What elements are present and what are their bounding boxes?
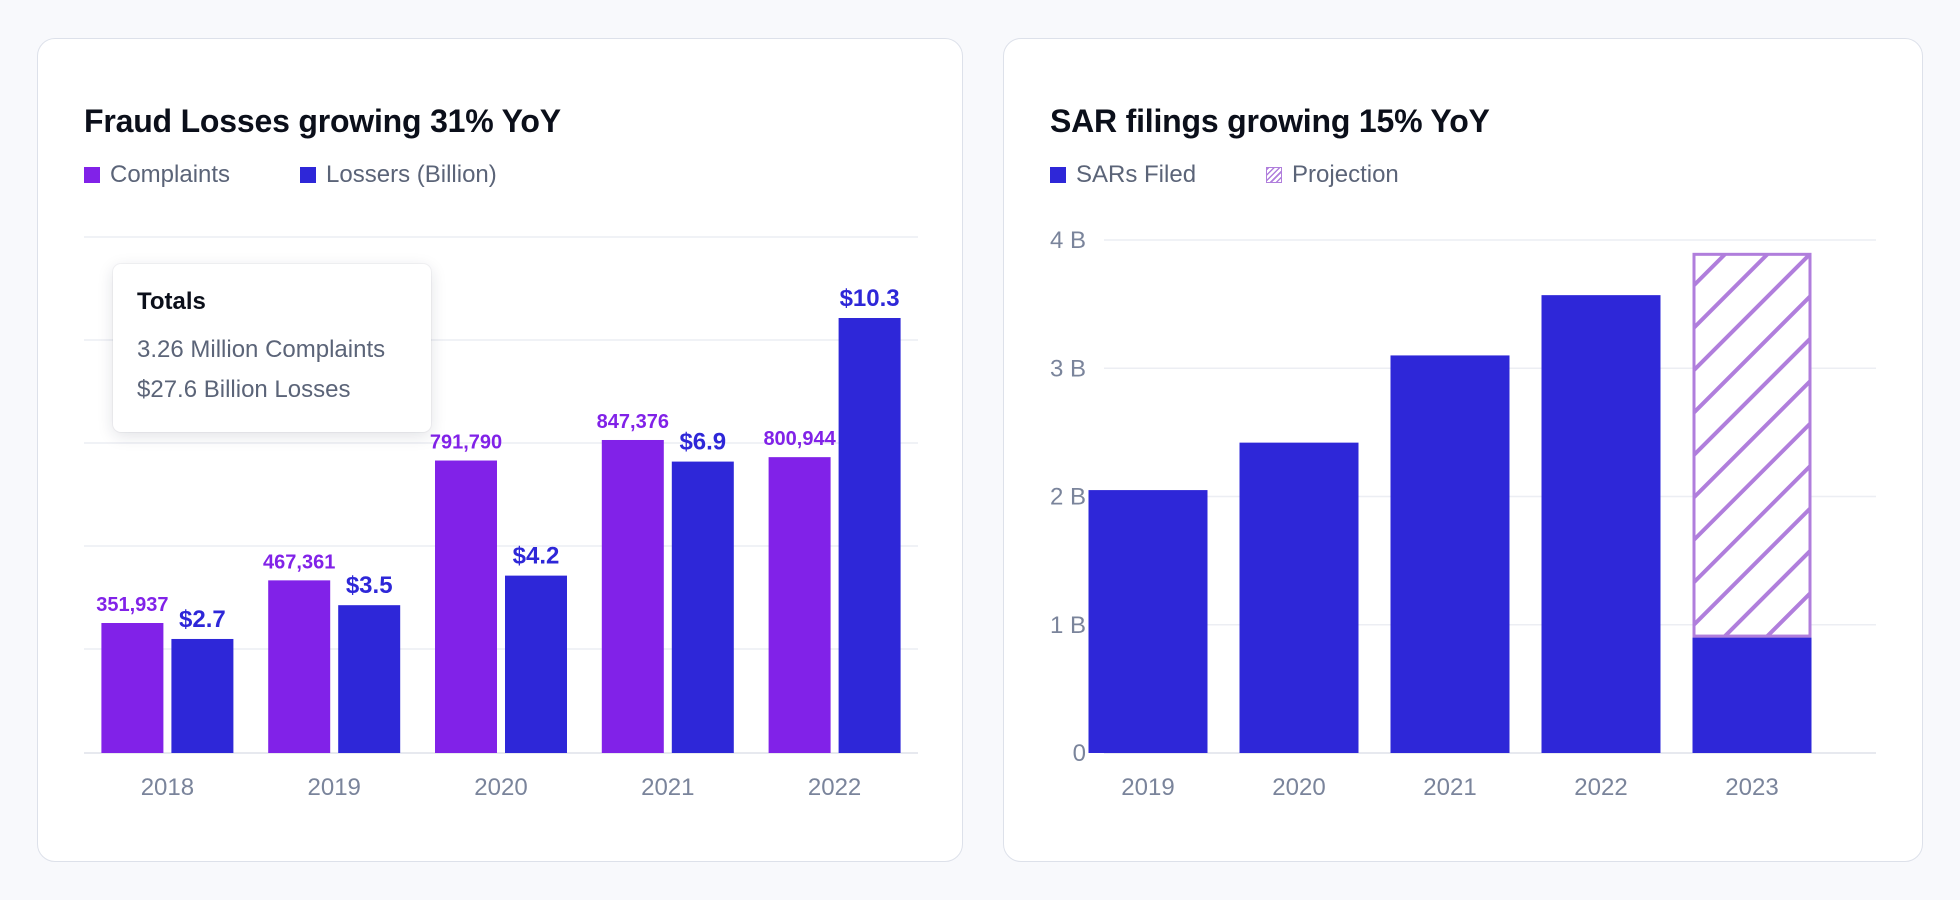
legend-item-projection[interactable]: Projection [1266,161,1399,189]
tooltip-complaints-total: 3.26 Million Complaints [137,336,386,363]
legend-item-sars-filed[interactable]: SARs Filed [1050,161,1196,189]
x-tick-label: 2023 [1725,774,1778,801]
complaints-bar-2020 [435,460,497,753]
losses-bar-2022 [838,318,901,753]
complaints-bar-2018 [101,623,164,753]
x-tick-label: 2020 [1272,774,1325,801]
y-tick-label: 2 B [1050,484,1086,511]
legend-label-projection: Projection [1292,161,1399,188]
legend-item-losses[interactable]: Lossers (Billion) [300,161,497,189]
sar-legend: SARs Filed Projection [1050,161,1399,189]
y-tick-label: 4 B [1050,227,1086,254]
complaints-bar-2021 [601,439,664,753]
complaints-value-label: 847,376 [597,411,669,433]
complaints-swatch [84,167,100,183]
losses-value-label: $4.2 [513,543,560,570]
complaints-value-label: 467,361 [263,551,335,573]
x-tick-label: 2019 [1121,774,1174,801]
legend-label-losses: Lossers (Billion) [326,161,497,188]
fraud-bar-chart: 351,937 $2.7 2018 467,361 $3.5 2019 791,790 $4.… [84,236,918,801]
sars-filed-bar-2023 [1692,637,1812,753]
x-tick-label: 2018 [141,774,194,801]
sars-filed-bar-2022 [1541,295,1661,753]
y-tick-label: 1 B [1050,612,1086,639]
fraud-legend: Complaints Lossers (Billion) [84,161,497,189]
sars-filed-swatch [1050,167,1066,183]
x-tick-label: 2019 [308,774,361,801]
sar-filings-card: SAR filings growing 15% YoY SARs Filed P… [1003,38,1923,862]
x-tick-label: 2021 [641,774,694,801]
tooltip-title: Totals [137,288,206,315]
complaints-value-label: 351,937 [96,594,168,616]
complaints-bar-2019 [268,580,331,753]
losses-bar-2018 [171,638,234,753]
x-tick-label: 2021 [1423,774,1476,801]
losses-value-label: $6.9 [679,429,726,456]
sar-bar-chart: 0 1 B 2 B 3 B 4 B 2019 2020 2021 2022 2023 [1050,227,1876,801]
fraud-losses-card: Fraud Losses growing 31% YoY Complaints … [37,38,963,862]
tooltip-losses-total: $27.6 Billion Losses [137,376,351,403]
complaints-value-label: 800,944 [763,428,836,450]
fraud-chart-title: Fraud Losses growing 31% YoY [84,103,561,139]
x-tick-label: 2020 [474,774,527,801]
sars-filed-bar-2019 [1088,490,1208,753]
projection-bar-2023 [1692,252,1812,638]
x-tick-label: 2022 [1574,774,1627,801]
losses-value-label: $2.7 [179,606,226,633]
sars-filed-bar-2020 [1239,442,1359,753]
sar-chart-title: SAR filings growing 15% YoY [1050,103,1490,139]
x-tick-label: 2022 [808,774,861,801]
sars-filed-bar-2021 [1390,355,1510,753]
projection-swatch [1266,167,1283,183]
y-tick-label: 0 [1073,740,1086,767]
losses-bar-2019 [338,605,401,753]
legend-label-sars-filed: SARs Filed [1076,161,1197,188]
legend-label-complaints: Complaints [110,161,231,188]
complaints-bar-2022 [768,457,831,753]
totals-tooltip: Totals 3.26 Million Complaints $27.6 Bil… [113,264,431,432]
losses-bar-2021 [671,461,734,753]
complaints-value-label: 791,790 [430,432,502,454]
losses-value-label: $10.3 [840,285,900,312]
legend-item-complaints[interactable]: Complaints [84,161,230,189]
losses-swatch [300,167,317,183]
losses-bar-2020 [505,575,567,753]
y-tick-label: 3 B [1050,355,1086,382]
losses-value-label: $3.5 [346,572,393,599]
